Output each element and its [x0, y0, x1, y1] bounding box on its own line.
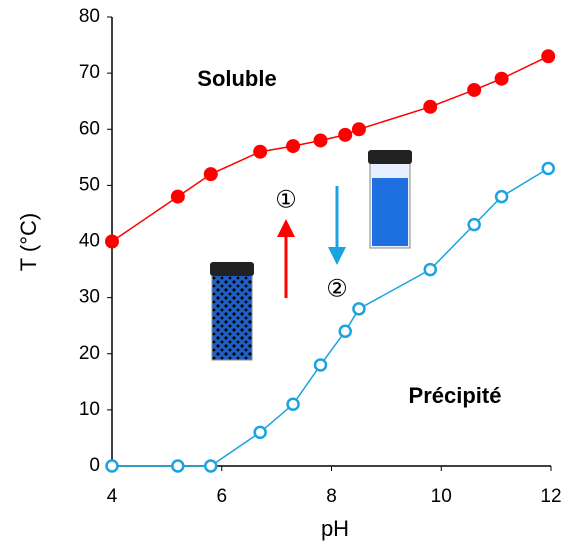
y-tick-label: 30 [79, 287, 100, 308]
vial-precipitate [210, 262, 254, 361]
y-axis-title: T (°C) [16, 213, 41, 272]
data-point [494, 189, 509, 204]
data-point [494, 71, 509, 86]
data-point [541, 161, 556, 176]
data-point [286, 139, 301, 154]
data-point [203, 167, 218, 182]
y-tick-label: 70 [79, 62, 100, 83]
data-point [423, 99, 438, 114]
series-line [112, 167, 549, 467]
y-tick-label: 10 [79, 399, 100, 420]
data-point [351, 122, 366, 137]
data-point [313, 358, 328, 372]
data-point [541, 49, 556, 64]
annotation: Soluble [197, 66, 276, 91]
x-tick-label: 6 [216, 486, 227, 507]
y-tick-label: 80 [79, 6, 100, 27]
x-tick-label: 4 [107, 486, 118, 507]
annotation: ② [326, 275, 348, 302]
y-tick-label: 60 [79, 118, 100, 139]
data-point [286, 397, 300, 412]
data-point [170, 189, 185, 204]
data-point [105, 459, 119, 473]
x-tick-label: 8 [326, 486, 337, 507]
y-tick-label: 0 [89, 455, 100, 476]
data-point [467, 217, 481, 232]
data-point [253, 144, 268, 159]
y-tick-label: 40 [79, 231, 100, 252]
vial-cap [210, 262, 254, 276]
x-tick-label: 10 [431, 486, 452, 507]
data-point [338, 324, 352, 339]
data-point [338, 127, 353, 142]
y-tick-label: 20 [79, 343, 100, 364]
annotation: Précipité [409, 383, 502, 408]
x-tick-label: 12 [540, 486, 561, 507]
data-point [171, 459, 185, 473]
data-point [105, 234, 119, 249]
vial-soluble [368, 150, 412, 249]
data-point [204, 459, 218, 473]
vial-body [211, 271, 253, 361]
data-point [253, 425, 267, 440]
data-point [352, 302, 366, 316]
data-point [467, 82, 482, 97]
vial-cap [368, 150, 412, 164]
series-line [111, 55, 549, 243]
vial-liquid [372, 178, 408, 246]
y-tick-label: 50 [79, 174, 100, 195]
x-axis-title: pH [321, 516, 349, 541]
data-point [313, 133, 328, 148]
annotation: ① [275, 186, 297, 213]
data-point [423, 262, 438, 277]
